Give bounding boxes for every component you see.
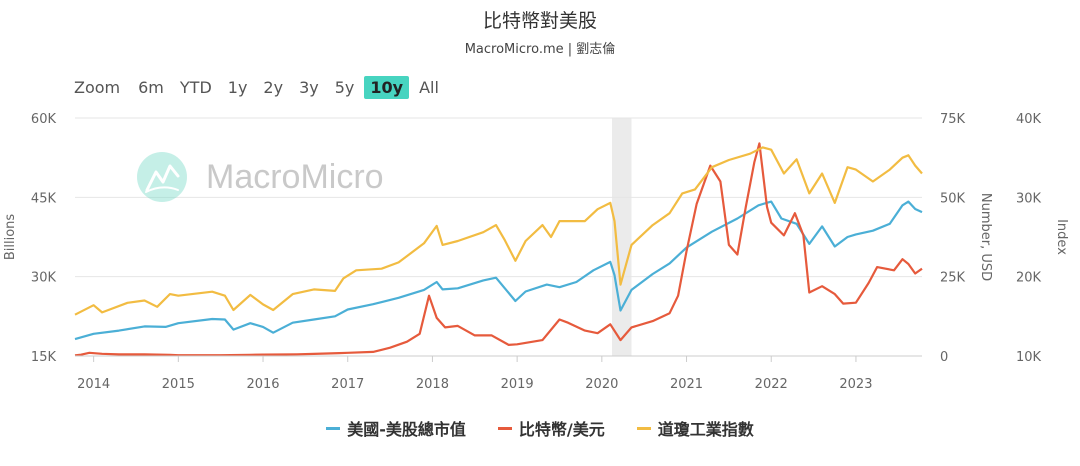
range-button-all[interactable]: All xyxy=(419,77,439,97)
x-tick-label: 2016 xyxy=(246,377,279,392)
y-tick-label-left: 45K xyxy=(31,191,57,206)
legend-item-us-market-cap[interactable]: 美國-美股總市值 xyxy=(326,416,466,440)
x-tick-label: 2018 xyxy=(416,377,449,392)
y-tick-label-right1: 50K xyxy=(940,191,966,206)
legend-item-bitcoin[interactable]: 比特幣/美元 xyxy=(497,416,605,440)
chart-subtitle: MacroMicro.me | 劉志倫 xyxy=(464,42,616,57)
y-tick-label-right2: 20K xyxy=(1016,271,1042,286)
range-button-1y[interactable]: 1y xyxy=(227,77,248,97)
legend-swatch-bitcoin xyxy=(497,426,512,430)
range-button-6m[interactable]: 6m xyxy=(138,77,164,97)
y-axis-title-right2: Index xyxy=(1054,219,1069,255)
range-selector: Zoom 6m YTD 1y 2y 3y 5y 10y All xyxy=(74,74,449,100)
x-tick-label: 2014 xyxy=(77,377,110,392)
range-button-10y[interactable]: 10y xyxy=(364,75,410,99)
y-tick-label-right2: 30K xyxy=(1016,191,1042,206)
series-line-1 xyxy=(74,142,923,357)
y-tick-label-left: 30K xyxy=(31,271,57,286)
chart-title: 比特幣對美股 xyxy=(482,10,597,32)
range-button-ytd[interactable]: YTD xyxy=(179,77,212,97)
legend-label-bitcoin: 比特幣/美元 xyxy=(518,420,605,439)
shaded-band xyxy=(611,118,632,356)
x-tick-label: 2015 xyxy=(162,377,195,392)
range-button-5y[interactable]: 5y xyxy=(334,77,355,97)
series-layer xyxy=(74,142,923,357)
zoom-label: Zoom xyxy=(74,77,121,97)
watermark-layer xyxy=(137,152,187,202)
x-tick-label: 2020 xyxy=(585,377,618,392)
legend-swatch-us-market-cap xyxy=(326,426,341,430)
y-axis-title-left: Billions xyxy=(3,214,18,261)
y-tick-label-left: 15K xyxy=(31,350,57,365)
series-line-0 xyxy=(74,200,923,341)
x-tick-label: 2022 xyxy=(755,377,788,392)
range-button-3y[interactable]: 3y xyxy=(299,77,319,97)
series-line-2 xyxy=(74,146,923,316)
y-tick-label-right1: 25K xyxy=(940,271,966,286)
x-tick-label: 2019 xyxy=(501,377,534,392)
shaded-band-layer xyxy=(611,118,632,356)
y-tick-label-right2: 10K xyxy=(1016,350,1042,365)
legend-swatch-dow xyxy=(636,426,651,430)
x-tick-label: 2023 xyxy=(839,377,872,392)
legend-item-dow[interactable]: 道瓊工業指數 xyxy=(636,416,754,440)
y-tick-label-left: 60K xyxy=(31,112,57,127)
x-tick-label: 2021 xyxy=(670,377,703,392)
y-axis-title-right1: Number, USD xyxy=(978,193,993,281)
legend-label-dow: 道瓊工業指數 xyxy=(657,420,754,439)
y-tick-label-right2: 40K xyxy=(1016,112,1042,127)
range-button-2y[interactable]: 2y xyxy=(263,77,284,97)
x-tick-label: 2017 xyxy=(331,377,364,392)
y-tick-label-right1: 75K xyxy=(940,112,966,127)
legend: 美國-美股總市值 比特幣/美元 道瓊工業指數 xyxy=(0,416,1080,440)
legend-label-us-market-cap: 美國-美股總市值 xyxy=(347,420,466,439)
watermark-text: MacroMicro xyxy=(206,158,384,196)
axis-layer: 2014 2015 2016 2017 2018 2019 2020 2021 2022 2023… xyxy=(3,112,1069,392)
macromicro-logo-icon xyxy=(137,152,187,202)
y-tick-label-right1: 0 xyxy=(940,350,948,365)
